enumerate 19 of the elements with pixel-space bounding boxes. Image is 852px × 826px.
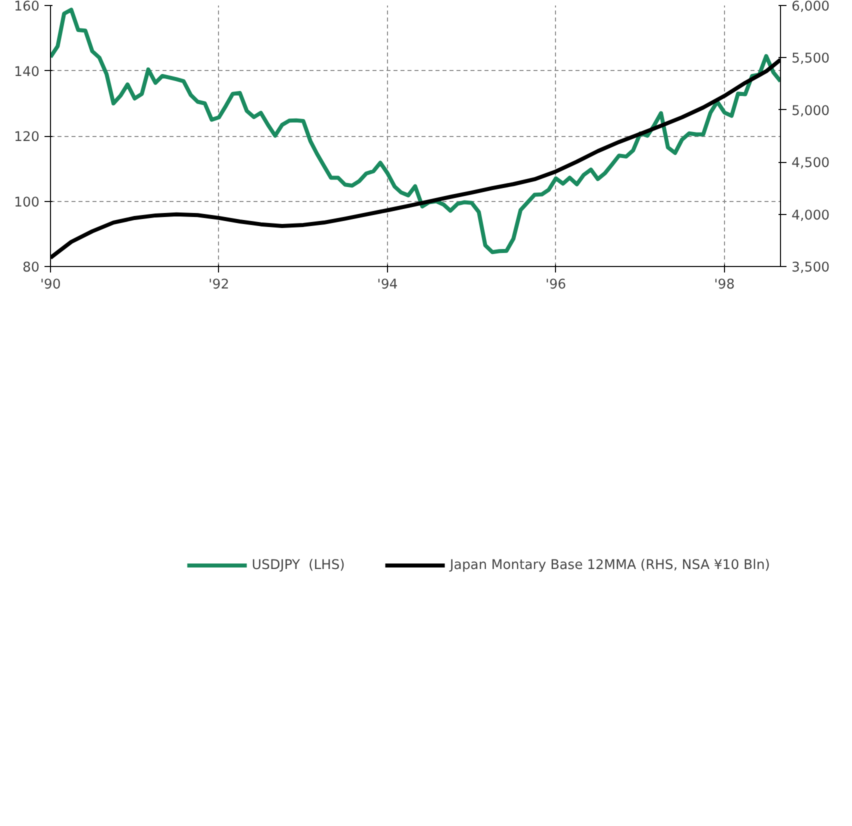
y-tick-label: 140 (14, 64, 40, 80)
x-tick-label: '96 (546, 278, 566, 292)
y2-tick-label: 3,500 (792, 260, 830, 276)
y2-tick-label: 6,000 (792, 0, 830, 14)
x-tick-label: '92 (208, 278, 230, 292)
y-tick-label: 160 (14, 0, 40, 14)
x-tick-label: '94 (377, 278, 398, 292)
y2-tick-label: 4,000 (792, 208, 830, 224)
y-tick-label: 100 (14, 195, 40, 210)
y-tick-label: 80 (22, 260, 40, 276)
y2-tick-label: 5,500 (792, 52, 830, 67)
y2-tick-label: 5,000 (792, 104, 830, 119)
y2-tick-label: 4,500 (792, 156, 830, 172)
x-tick-label: '98 (714, 278, 735, 292)
x-tick-label: '90 (40, 278, 61, 292)
line-series (50, 8, 780, 254)
legend-label: USDJPY (LHS) (252, 558, 345, 572)
y-tick-label: 120 (14, 130, 40, 145)
legend-label: Japan Montary Base 12MMA (RHS, NSA ¥10 Bln) (450, 558, 770, 572)
